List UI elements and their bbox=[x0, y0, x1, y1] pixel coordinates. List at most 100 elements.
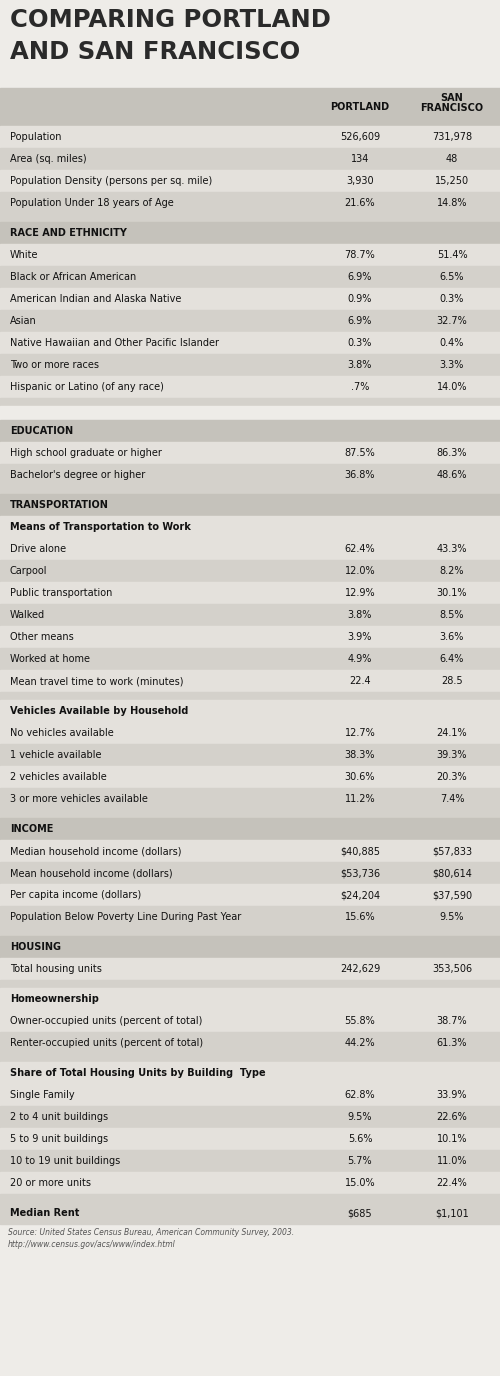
Text: 10.1%: 10.1% bbox=[437, 1134, 467, 1143]
Text: 36.8%: 36.8% bbox=[345, 471, 375, 480]
Bar bbox=[0, 1062, 500, 1084]
Text: 22.4%: 22.4% bbox=[436, 1178, 468, 1187]
Text: INCOME: INCOME bbox=[10, 824, 54, 834]
Bar bbox=[0, 376, 500, 398]
Text: 20 or more units: 20 or more units bbox=[10, 1178, 91, 1187]
Text: 0.3%: 0.3% bbox=[440, 294, 464, 304]
Text: 39.3%: 39.3% bbox=[437, 750, 467, 760]
Text: Walked: Walked bbox=[10, 610, 45, 621]
Text: 3.6%: 3.6% bbox=[440, 632, 464, 643]
Bar bbox=[0, 310, 500, 332]
Bar bbox=[0, 744, 500, 766]
Text: 86.3%: 86.3% bbox=[437, 449, 467, 458]
Bar bbox=[0, 1084, 500, 1106]
Bar bbox=[0, 215, 500, 222]
Text: 731,978: 731,978 bbox=[432, 132, 472, 142]
Bar bbox=[0, 420, 500, 442]
Text: 14.8%: 14.8% bbox=[437, 198, 467, 208]
Bar bbox=[0, 516, 500, 538]
Text: $685: $685 bbox=[348, 1208, 372, 1218]
Bar bbox=[0, 1106, 500, 1128]
Bar bbox=[0, 626, 500, 648]
Bar bbox=[0, 788, 500, 810]
Text: 0.9%: 0.9% bbox=[348, 294, 372, 304]
Text: Median Rent: Median Rent bbox=[10, 1208, 80, 1218]
Text: Population Below Poverty Line During Past Year: Population Below Poverty Line During Pas… bbox=[10, 912, 241, 922]
Text: 48.6%: 48.6% bbox=[437, 471, 467, 480]
Bar bbox=[0, 817, 500, 839]
Text: 2 vehicles available: 2 vehicles available bbox=[10, 772, 107, 782]
Text: $40,885: $40,885 bbox=[340, 846, 380, 856]
Text: Carpool: Carpool bbox=[10, 566, 48, 577]
Text: 38.7%: 38.7% bbox=[436, 1015, 468, 1026]
Text: 15,250: 15,250 bbox=[435, 176, 469, 186]
Bar bbox=[0, 692, 500, 700]
Text: 7.4%: 7.4% bbox=[440, 794, 464, 804]
Text: $37,590: $37,590 bbox=[432, 890, 472, 900]
Bar bbox=[0, 861, 500, 883]
Bar bbox=[0, 905, 500, 927]
Text: Drive alone: Drive alone bbox=[10, 544, 66, 555]
Text: EDUCATION: EDUCATION bbox=[10, 427, 73, 436]
Text: COMPARING PORTLAND: COMPARING PORTLAND bbox=[10, 8, 331, 32]
Text: 38.3%: 38.3% bbox=[345, 750, 375, 760]
Bar bbox=[0, 1032, 500, 1054]
Bar bbox=[0, 538, 500, 560]
Text: 5.6%: 5.6% bbox=[348, 1134, 372, 1143]
Text: 3,930: 3,930 bbox=[346, 176, 374, 186]
Text: Renter-occupied units (percent of total): Renter-occupied units (percent of total) bbox=[10, 1038, 203, 1049]
Bar bbox=[0, 398, 500, 406]
Text: 12.7%: 12.7% bbox=[344, 728, 376, 738]
Text: AND SAN FRANCISCO: AND SAN FRANCISCO bbox=[10, 40, 300, 65]
Bar bbox=[0, 288, 500, 310]
Text: 78.7%: 78.7% bbox=[344, 250, 376, 260]
Text: 55.8%: 55.8% bbox=[344, 1015, 376, 1026]
Text: $57,833: $57,833 bbox=[432, 846, 472, 856]
Text: 48: 48 bbox=[446, 154, 458, 164]
Bar bbox=[0, 266, 500, 288]
Text: Public transportation: Public transportation bbox=[10, 588, 113, 599]
Text: Owner-occupied units (percent of total): Owner-occupied units (percent of total) bbox=[10, 1015, 202, 1026]
Text: 11.0%: 11.0% bbox=[437, 1156, 467, 1165]
Text: 5 to 9 unit buildings: 5 to 9 unit buildings bbox=[10, 1134, 108, 1143]
Text: Total housing units: Total housing units bbox=[10, 965, 102, 974]
Text: Population: Population bbox=[10, 132, 62, 142]
Text: 61.3%: 61.3% bbox=[437, 1038, 467, 1049]
Text: 22.6%: 22.6% bbox=[436, 1112, 468, 1121]
Text: Population Density (persons per sq. mile): Population Density (persons per sq. mile… bbox=[10, 176, 212, 186]
Text: Single Family: Single Family bbox=[10, 1090, 74, 1099]
Bar bbox=[0, 810, 500, 817]
Text: HOUSING: HOUSING bbox=[10, 943, 61, 952]
Text: 134: 134 bbox=[351, 154, 369, 164]
Text: 3.9%: 3.9% bbox=[348, 632, 372, 643]
Bar bbox=[0, 127, 500, 149]
Bar bbox=[0, 222, 500, 244]
Text: 33.9%: 33.9% bbox=[437, 1090, 467, 1099]
Bar bbox=[0, 88, 500, 127]
Bar bbox=[0, 332, 500, 354]
Text: $53,736: $53,736 bbox=[340, 868, 380, 878]
Text: High school graduate or higher: High school graduate or higher bbox=[10, 449, 162, 458]
Text: Area (sq. miles): Area (sq. miles) bbox=[10, 154, 86, 164]
Text: $80,614: $80,614 bbox=[432, 868, 472, 878]
Text: PORTLAND: PORTLAND bbox=[330, 102, 390, 111]
Text: 8.2%: 8.2% bbox=[440, 566, 464, 577]
Bar bbox=[0, 149, 500, 171]
Text: Worked at home: Worked at home bbox=[10, 654, 90, 665]
Text: 20.3%: 20.3% bbox=[436, 772, 468, 782]
Text: White: White bbox=[10, 250, 38, 260]
Bar bbox=[0, 1194, 500, 1203]
Bar bbox=[0, 988, 500, 1010]
Bar bbox=[0, 442, 500, 464]
Text: Homeownership: Homeownership bbox=[10, 993, 99, 1004]
Bar bbox=[0, 670, 500, 692]
Text: 51.4%: 51.4% bbox=[436, 250, 468, 260]
Bar bbox=[0, 244, 500, 266]
Text: 28.5: 28.5 bbox=[441, 676, 463, 687]
Bar bbox=[0, 700, 500, 722]
Bar bbox=[0, 486, 500, 494]
Text: 21.6%: 21.6% bbox=[344, 198, 376, 208]
Text: 10 to 19 unit buildings: 10 to 19 unit buildings bbox=[10, 1156, 120, 1165]
Text: SAN
FRANCISCO: SAN FRANCISCO bbox=[420, 92, 484, 113]
Text: $24,204: $24,204 bbox=[340, 890, 380, 900]
